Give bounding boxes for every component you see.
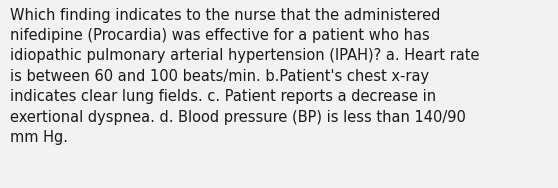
- Text: Which finding indicates to the nurse that the administered
nifedipine (Procardia: Which finding indicates to the nurse tha…: [10, 8, 479, 145]
